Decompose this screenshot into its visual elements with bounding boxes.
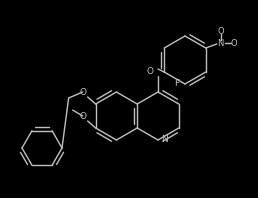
Text: O: O (147, 67, 154, 75)
Text: O: O (79, 88, 86, 96)
Text: F: F (174, 78, 180, 88)
Text: N: N (162, 135, 168, 145)
Text: O: O (230, 38, 237, 48)
Text: O: O (79, 111, 86, 121)
Text: O: O (217, 27, 224, 35)
Text: N: N (217, 38, 224, 48)
